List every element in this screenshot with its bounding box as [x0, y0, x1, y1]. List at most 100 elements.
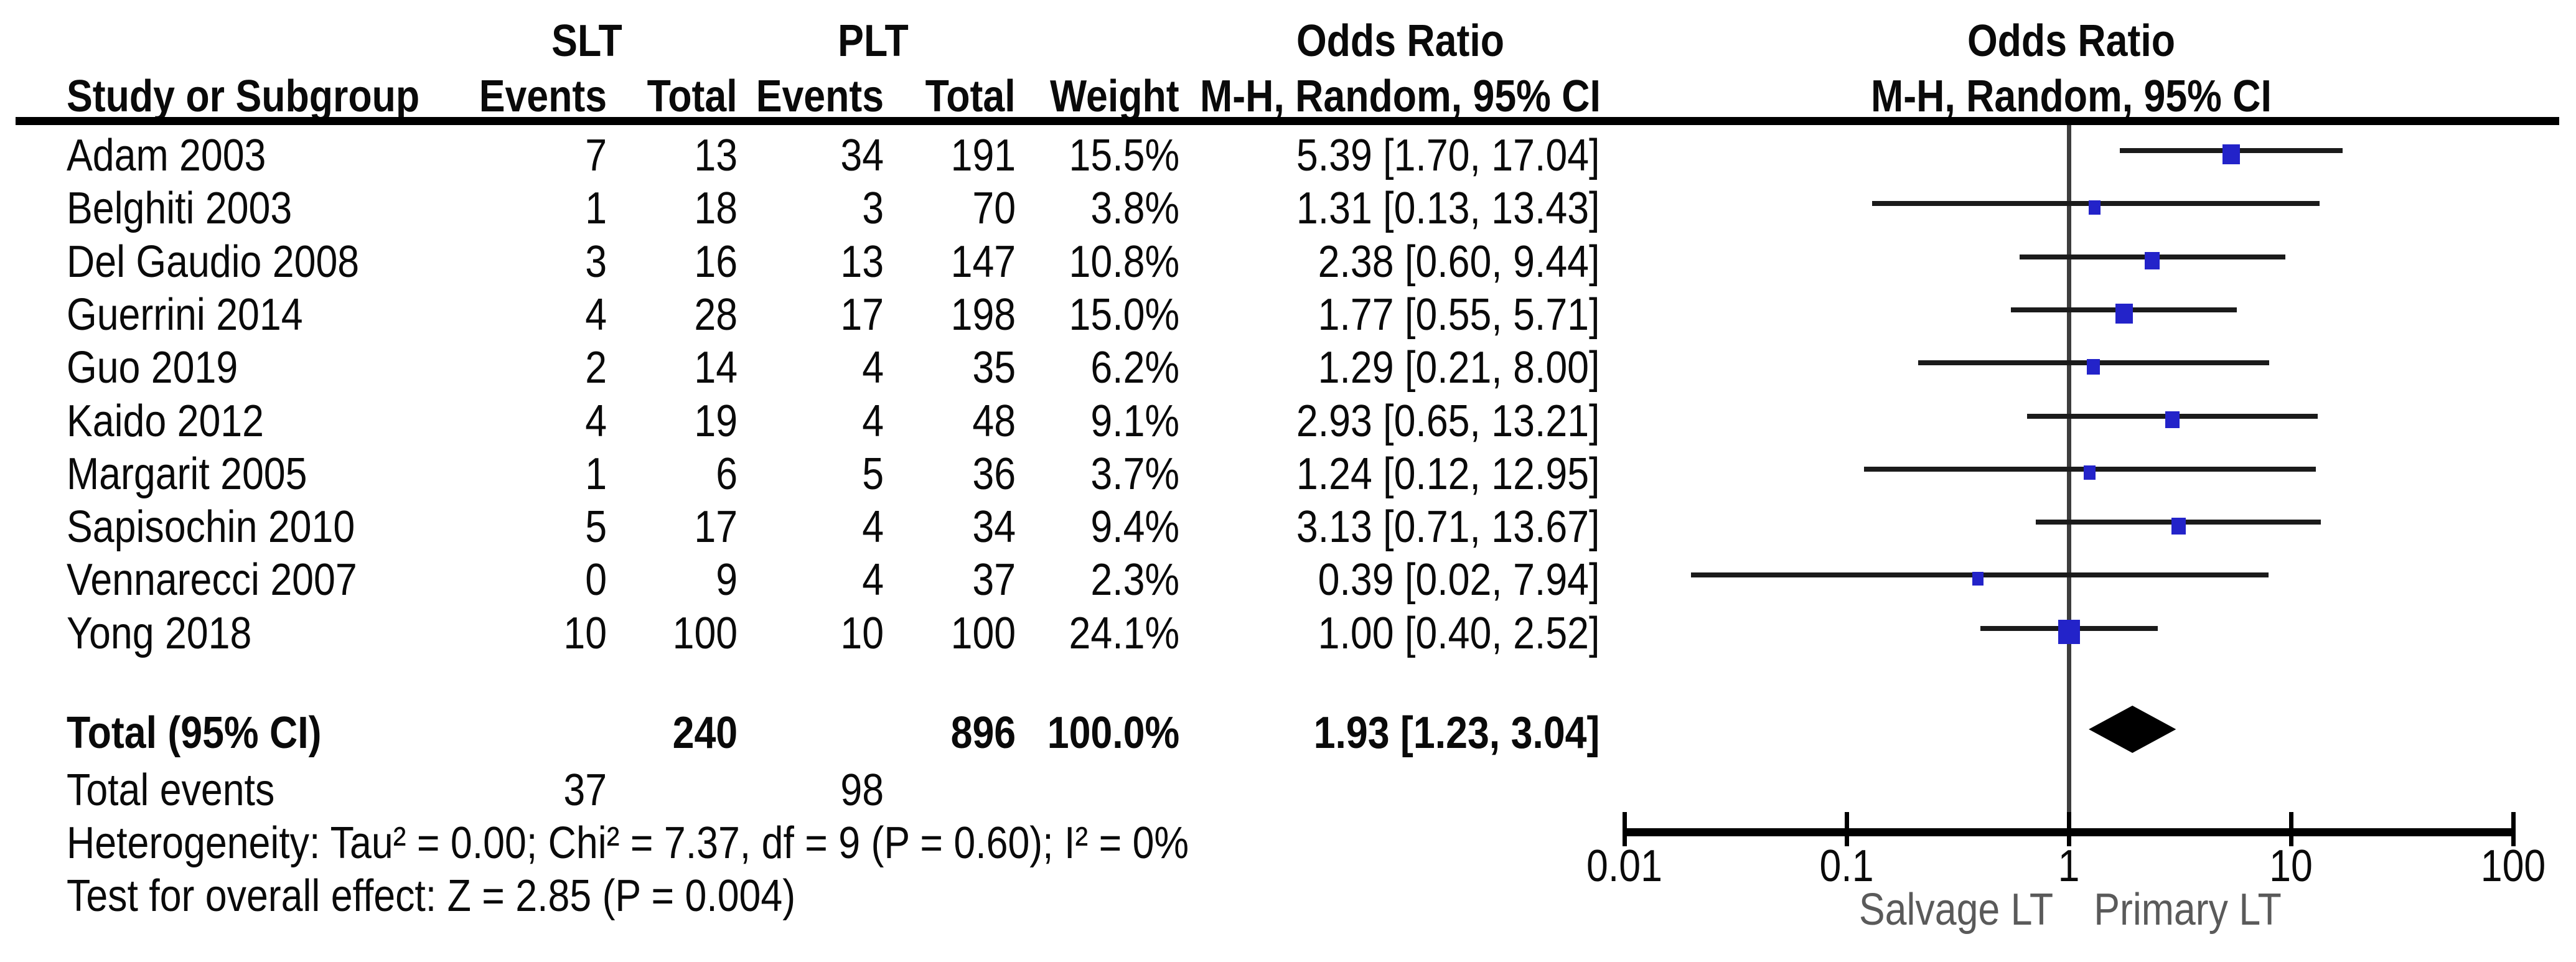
odds-ratio-column-title: Odds Ratio	[1296, 16, 1505, 66]
slt-events-cell: 1	[585, 449, 607, 499]
study-name: Adam 2003	[67, 131, 266, 180]
x-axis-tick-label: 0.1	[1819, 841, 1874, 891]
weight-cell: 3.8%	[1090, 184, 1179, 234]
plt-events-column-header: Events	[756, 72, 884, 121]
or-marker-4	[2115, 303, 2133, 324]
x-axis-tick	[1623, 812, 1627, 846]
plt-total-cell: 37	[972, 555, 1016, 605]
or-marker-10	[2058, 620, 2080, 645]
plt-total-cell: 36	[972, 449, 1016, 499]
weight-cell: 9.4%	[1090, 502, 1179, 553]
plt-events-cell: 10	[840, 608, 884, 658]
or-ci-text-cell: 1.00 [0.40, 2.52]	[1318, 608, 1599, 658]
weight-cell: 15.0%	[1069, 289, 1179, 340]
slt-events-cell: 3	[585, 236, 607, 287]
total-events-label: Total events	[67, 765, 275, 815]
or-marker-5	[2086, 358, 2100, 375]
or-marker-3	[2145, 251, 2160, 269]
or-ci-text-cell: 2.38 [0.60, 9.44]	[1318, 236, 1599, 287]
slt-events-cell: 2	[585, 343, 607, 393]
plt-total-column-header: Total	[925, 72, 1016, 121]
study-name: Kaido 2012	[67, 396, 264, 446]
study-column-header: Study or Subgroup	[67, 72, 420, 121]
weight-cell: 15.5%	[1069, 131, 1179, 180]
total-events-slt-cell: 37	[563, 765, 607, 815]
or-marker-6	[2165, 411, 2180, 428]
odds-ratio-plot-title: Odds Ratio	[1967, 16, 2176, 66]
or-ci-text-cell: 1.31 [0.13, 13.43]	[1296, 184, 1599, 234]
overall-effect-note: Test for overall effect: Z = 2.85 (P = 0…	[67, 871, 796, 921]
weight-cell: 10.8%	[1069, 236, 1179, 287]
no-effect-line	[2067, 125, 2071, 833]
weight-cell: 24.1%	[1069, 608, 1179, 658]
or-marker-2	[2089, 200, 2101, 215]
x-axis-tick	[2289, 812, 2293, 846]
study-name: Vennarecci 2007	[67, 555, 357, 605]
slt-total-cell: 16	[694, 236, 738, 287]
weight-cell: 2.3%	[1090, 555, 1179, 605]
x-axis-tick	[1845, 812, 1849, 846]
study-name: Belghiti 2003	[67, 184, 293, 234]
slt-total-column-header: Total	[647, 72, 738, 121]
slt-total-cell: 100	[672, 608, 738, 658]
weight-column-header: Weight	[1050, 72, 1179, 121]
plt-events-cell: 4	[862, 555, 884, 605]
plt-total-cell: 35	[972, 343, 1016, 393]
plt-events-cell: 5	[862, 449, 884, 499]
plt-total-cell: 48	[972, 396, 1016, 446]
slt-events-cell: 0	[585, 555, 607, 605]
plt-events-cell: 4	[862, 343, 884, 393]
study-name: Guo 2019	[67, 343, 238, 393]
weight-cell: 9.1%	[1090, 396, 1179, 446]
weight-cell: 3.7%	[1090, 449, 1179, 499]
odds-ratio-plot-method-header: M-H, Random, 95% CI	[1871, 72, 2272, 121]
or-marker-9	[1972, 572, 1984, 586]
slt-events-cell: 10	[563, 608, 607, 658]
slt-events-cell: 4	[585, 289, 607, 340]
plt-events-cell: 34	[840, 131, 884, 180]
slt-total-cell: 28	[694, 289, 738, 340]
x-axis-tick-label: 10	[2269, 841, 2313, 891]
or-ci-text-cell: 5.39 [1.70, 17.04]	[1296, 131, 1599, 180]
x-axis-tick	[2511, 812, 2516, 846]
weight-cell: 6.2%	[1090, 343, 1179, 393]
or-ci-text-cell: 0.39 [0.02, 7.94]	[1318, 555, 1599, 605]
study-name: Del Gaudio 2008	[67, 236, 360, 287]
total-slt-total-cell: 240	[672, 708, 738, 758]
total-or-ci-text-cell: 1.93 [1.23, 3.04]	[1313, 708, 1599, 758]
study-name: Margarit 2005	[67, 449, 307, 499]
plt-total-cell: 191	[950, 131, 1016, 180]
x-axis-tick-label: 1	[2058, 841, 2080, 891]
axis-left-direction-label: Salvage LT	[1858, 885, 2054, 935]
x-axis-tick-label: 100	[2480, 841, 2546, 891]
plt-group-header: PLT	[838, 16, 909, 66]
x-axis-tick-label: 0.01	[1586, 841, 1662, 891]
plt-total-cell: 198	[950, 289, 1016, 340]
or-ci-text-cell: 3.13 [0.71, 13.67]	[1296, 502, 1599, 553]
total-row-label: Total (95% CI)	[67, 708, 322, 758]
slt-total-cell: 14	[694, 343, 738, 393]
or-ci-text-cell: 2.93 [0.65, 13.21]	[1296, 396, 1599, 446]
study-name: Sapisochin 2010	[67, 502, 355, 553]
or-marker-1	[2222, 144, 2241, 164]
study-name: Yong 2018	[67, 608, 252, 658]
slt-total-cell: 18	[694, 184, 738, 234]
slt-events-cell: 1	[585, 184, 607, 234]
study-name: Guerrini 2014	[67, 289, 303, 340]
slt-total-cell: 9	[716, 555, 738, 605]
or-ci-text-cell: 1.24 [0.12, 12.95]	[1296, 449, 1599, 499]
or-marker-7	[2083, 465, 2096, 480]
slt-events-cell: 7	[585, 131, 607, 180]
plt-total-cell: 70	[972, 184, 1016, 234]
total-weight-cell: 100.0%	[1047, 708, 1179, 758]
or-ci-text-cell: 1.29 [0.21, 8.00]	[1318, 343, 1599, 393]
plt-total-cell: 100	[950, 608, 1016, 658]
slt-total-cell: 13	[694, 131, 738, 180]
x-axis-tick	[2067, 812, 2071, 846]
header-rule	[16, 117, 2559, 125]
slt-group-header: SLT	[551, 16, 622, 66]
slt-events-column-header: Events	[479, 72, 607, 121]
plt-total-cell: 34	[972, 502, 1016, 553]
plt-events-cell: 3	[862, 184, 884, 234]
